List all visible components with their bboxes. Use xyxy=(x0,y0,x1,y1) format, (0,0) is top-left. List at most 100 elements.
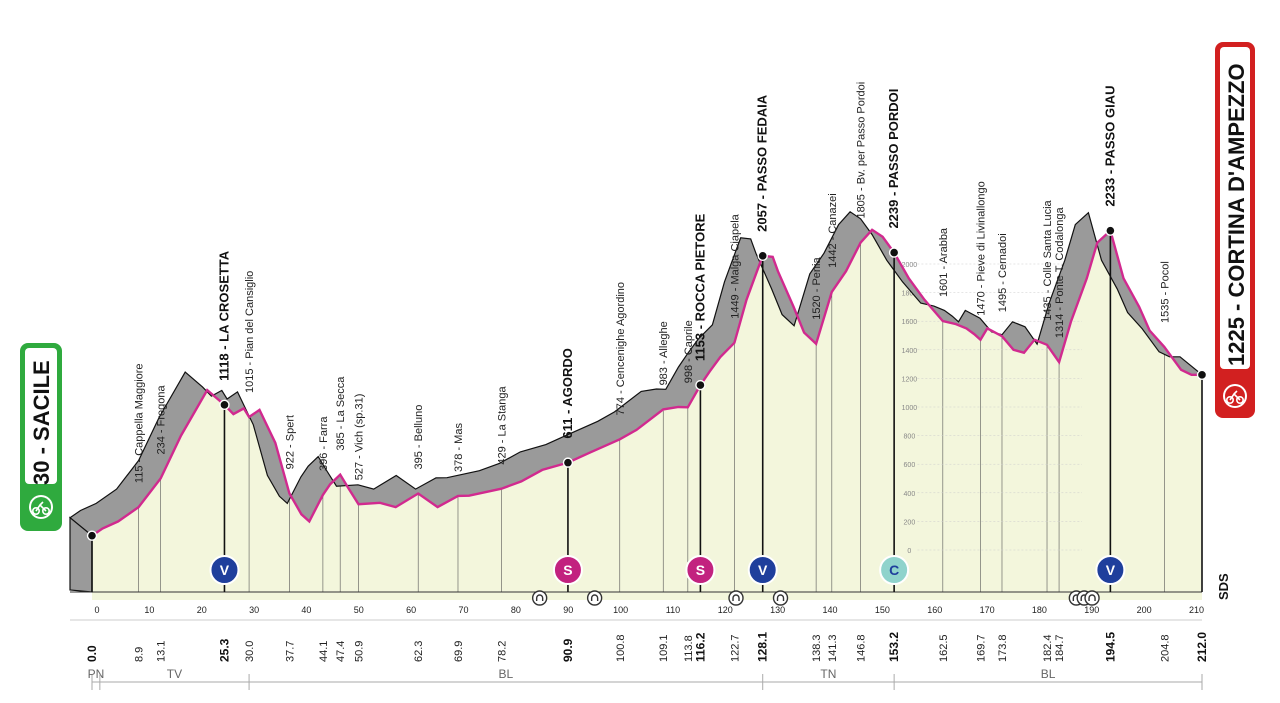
tunnel-arch xyxy=(732,594,740,601)
region-label: BL xyxy=(1041,667,1056,681)
km-tick: 30 xyxy=(249,605,259,615)
key-km-label: 113.8 xyxy=(683,635,695,662)
key-km-label: 138.3 xyxy=(811,634,823,662)
marker-symbol: C xyxy=(889,562,899,578)
km-tick: 90 xyxy=(563,605,573,615)
cyclist-icon xyxy=(31,501,50,515)
place-label: 774 - Cencenighe Agordino xyxy=(615,282,627,415)
km-tick: 110 xyxy=(666,605,680,615)
scale-label: 800 xyxy=(904,434,916,441)
region-label: TN xyxy=(820,667,836,681)
key-km-label: 122.7 xyxy=(729,634,741,662)
cima-coppi-marker xyxy=(879,555,910,585)
marker-symbol: V xyxy=(758,562,768,578)
km-tick: 0 xyxy=(94,605,99,615)
km-axis: 0 10 20 30 40 50 60 70 80 90 100 110 120 130 140 150 160… xyxy=(70,605,1204,621)
marker-symbol: V xyxy=(220,562,230,578)
key-km-label: 37.7 xyxy=(284,641,296,662)
place-label: 385 - La Secca xyxy=(335,376,347,451)
place-label: 611 - AGORDO xyxy=(560,348,575,439)
gradient-line xyxy=(91,228,1202,537)
key-km-label: 8.9 xyxy=(134,647,146,662)
point-dot xyxy=(562,457,574,468)
km-tick: 170 xyxy=(980,605,995,615)
place-label: 1442 - Canazei xyxy=(827,193,839,268)
cyclist-icon xyxy=(1226,390,1245,404)
tunnel-icon xyxy=(772,590,789,606)
km-tick: 160 xyxy=(927,605,942,615)
place-label: 1449 - Malga Ciapela xyxy=(729,213,741,318)
descent-marker xyxy=(1095,555,1126,585)
place-label: 1470 - Pieve di Livinallongo xyxy=(976,181,988,316)
key-km-label: 78.2 xyxy=(496,641,508,662)
km-tick: 100 xyxy=(613,605,628,615)
km-tick: 150 xyxy=(875,605,890,615)
sds-label: SDS xyxy=(1216,573,1231,600)
point-dot xyxy=(219,399,230,411)
km-tick: 210 xyxy=(1189,605,1204,615)
place-label: 1520 - Penia xyxy=(811,257,823,320)
place-label: 2239 - PASSO PORDOI xyxy=(886,89,901,229)
km-tick: 200 xyxy=(1137,605,1152,615)
descent-marker xyxy=(747,555,778,585)
point-dot xyxy=(86,530,98,541)
scale-label: 1000 xyxy=(902,405,918,412)
place-annotations: 115 - Cappella Maggiore 234 - Fregona 1118… xyxy=(134,82,1172,483)
km-tick: 70 xyxy=(459,605,469,615)
place-label: 1805 - Bv. per Passo Pordoi xyxy=(856,82,868,219)
marker-symbol: S xyxy=(563,562,572,578)
region-bar: PN TV BL TN BL xyxy=(88,667,1203,690)
key-km-label: 212.0 xyxy=(1195,632,1209,662)
km-tick: 120 xyxy=(718,605,733,615)
scale-label: 0 xyxy=(907,548,911,555)
point-dot xyxy=(1196,369,1208,381)
place-label: 1153 - ROCCA PIETORE xyxy=(692,213,707,361)
region-label: TV xyxy=(167,667,182,681)
place-label: 1601 - Arabba xyxy=(938,227,950,297)
place-label: 1435 - Colle Santa Lucia xyxy=(1042,199,1054,320)
tunnel-icon xyxy=(586,590,603,606)
place-label: 1118 - LA CROSETTA xyxy=(216,250,231,381)
key-km-label: 141.3 xyxy=(827,634,839,662)
key-km-label: 100.8 xyxy=(615,634,627,662)
scale-label: 400 xyxy=(904,491,916,498)
profile-fill-area xyxy=(92,229,1202,601)
key-km-label: 25.3 xyxy=(217,638,231,662)
key-km-label: 62.3 xyxy=(413,641,425,662)
km-tick: 60 xyxy=(406,605,416,615)
tunnel-arch xyxy=(1088,594,1096,601)
place-label: 527 - Vich (sp.31) xyxy=(354,394,366,481)
key-km-label: 47.4 xyxy=(335,641,347,662)
region-label: PN xyxy=(88,667,105,681)
tunnel-arch xyxy=(535,594,544,601)
km-tick: 130 xyxy=(770,605,785,615)
scale-label: 2000 xyxy=(902,262,918,269)
place-label: 1015 - Pian del Cansiglio xyxy=(244,271,256,393)
tunnel-icon xyxy=(1084,590,1100,606)
km-tick: 140 xyxy=(823,605,838,615)
scale-label: 1400 xyxy=(902,348,918,355)
key-km-label: 128.1 xyxy=(756,632,770,662)
key-km-label: 0.0 xyxy=(85,645,99,662)
scale-label: 200 xyxy=(904,519,916,526)
key-km-label: 173.8 xyxy=(997,634,1009,662)
marker-symbol: S xyxy=(696,562,705,578)
km-tick: 10 xyxy=(144,605,154,615)
point-dot xyxy=(757,250,768,262)
marker-symbol: V xyxy=(1106,562,1116,578)
km-tick: 20 xyxy=(197,605,207,615)
key-km-label: 69.9 xyxy=(453,641,465,662)
place-label: 983 - Alleghe xyxy=(658,321,670,385)
key-km-label: 116.2 xyxy=(693,632,707,662)
region-label: BL xyxy=(499,667,514,681)
key-km-label: 194.5 xyxy=(1103,632,1117,662)
key-km-label: 146.8 xyxy=(856,634,868,662)
place-label: 2233 - PASSO GIAU xyxy=(1102,86,1117,207)
key-km-label: 169.7 xyxy=(976,634,988,662)
place-label: 998 - Caprile xyxy=(683,320,695,383)
tunnel-icon xyxy=(728,590,744,606)
km-tick: 80 xyxy=(511,605,521,615)
place-label: 395 - Belluno xyxy=(413,405,425,470)
